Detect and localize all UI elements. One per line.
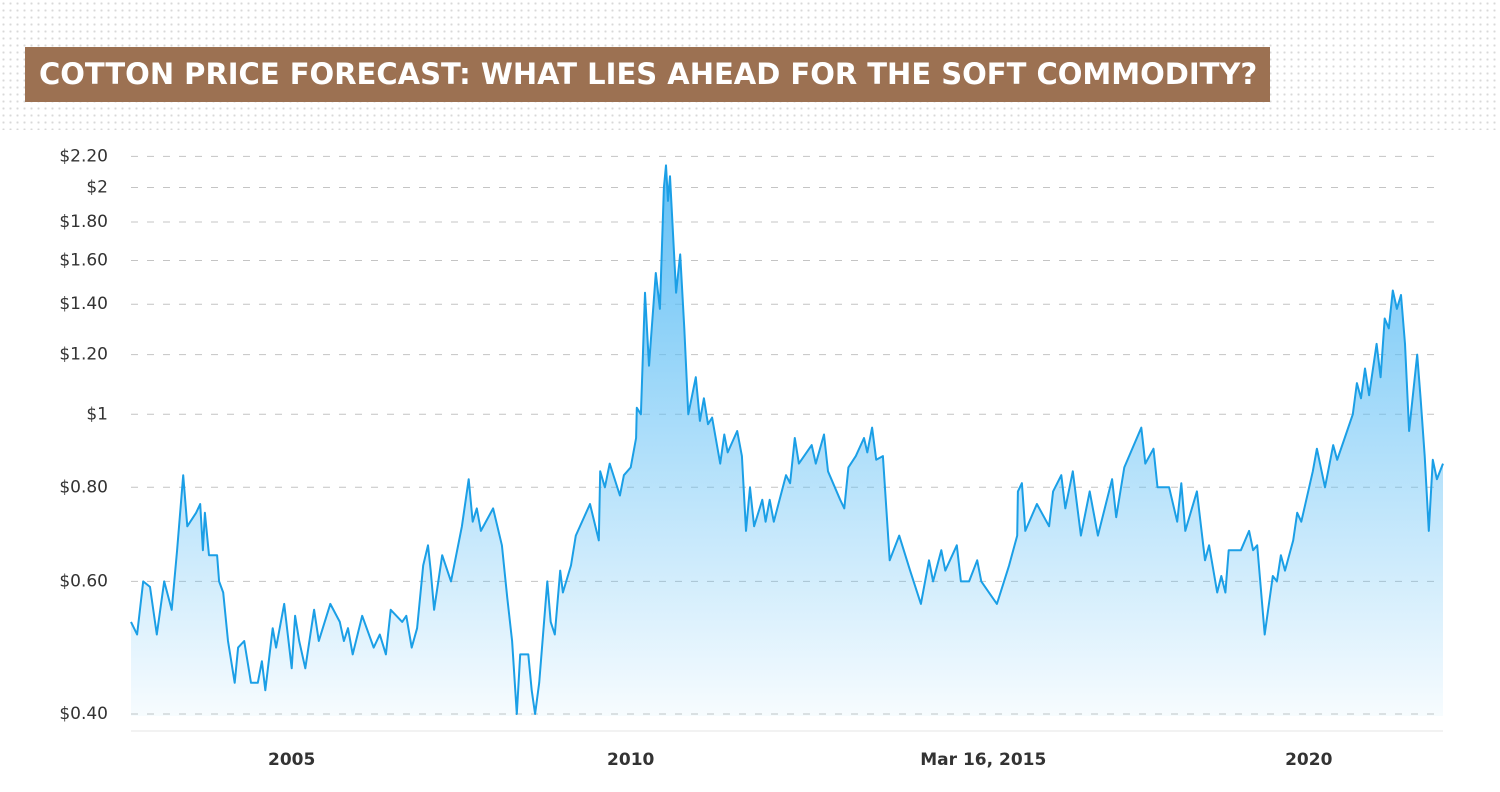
x-tick-label: Mar 16, 2015: [920, 750, 1046, 770]
y-tick-label: $0.60: [59, 571, 108, 591]
y-tick-label: $1.80: [59, 212, 108, 232]
y-tick-label: $2.20: [59, 146, 108, 166]
y-tick-label: $1: [86, 404, 108, 424]
x-tick-label: 2005: [268, 750, 315, 770]
area-fill: [131, 165, 1443, 716]
y-tick-label: $2: [86, 178, 108, 198]
y-tick-label: $0.40: [59, 704, 108, 724]
price-line: [130, 164, 1444, 715]
x-tick-label: 2020: [1285, 750, 1332, 770]
y-tick-label: $1.60: [59, 251, 108, 271]
x-tick-label: 2010: [607, 750, 654, 770]
y-tick-label: $1.40: [59, 294, 108, 314]
y-tick-label: $1.20: [59, 345, 108, 365]
y-tick-label: $0.80: [59, 477, 108, 497]
title-banner: [25, 47, 1270, 102]
chart-title: COTTON PRICE FORECAST: WHAT LIES AHEAD F…: [39, 57, 1257, 91]
